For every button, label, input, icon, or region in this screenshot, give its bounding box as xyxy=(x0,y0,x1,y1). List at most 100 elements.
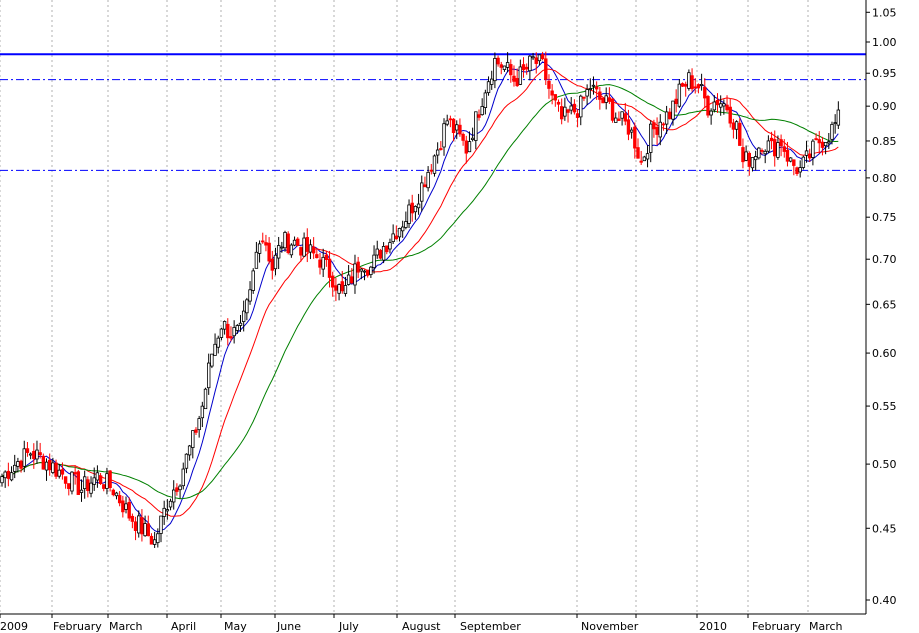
candle-body xyxy=(703,86,707,99)
candle-body xyxy=(286,233,290,254)
candle-body xyxy=(187,445,192,456)
candle-body xyxy=(3,471,7,479)
candle-body xyxy=(426,171,430,189)
candle-body xyxy=(550,90,554,96)
candle-body xyxy=(598,91,602,100)
candle-body xyxy=(289,244,294,256)
candle-body xyxy=(569,105,573,111)
x-tick-label: March xyxy=(109,620,143,633)
candle-body xyxy=(254,251,259,269)
candle-body xyxy=(343,285,348,294)
candle-body xyxy=(521,64,526,71)
ma-long-line xyxy=(1,84,839,500)
candle-body xyxy=(696,84,701,89)
candle-body xyxy=(41,455,46,470)
y-tick-label: 0.85 xyxy=(872,135,897,148)
candle-body xyxy=(13,464,17,472)
candle-body xyxy=(684,83,688,87)
candle-body xyxy=(321,256,325,270)
candle-body xyxy=(60,469,65,475)
candle-body xyxy=(168,500,173,508)
candle-body xyxy=(267,242,271,262)
candle-body xyxy=(655,126,659,135)
candle-body xyxy=(671,100,675,120)
candle-body xyxy=(194,429,198,433)
candle-body xyxy=(264,242,268,246)
candle-body xyxy=(359,268,364,272)
y-tick-label: 0.95 xyxy=(872,67,897,80)
candle-body xyxy=(528,55,532,72)
candle-body xyxy=(311,246,316,254)
candle-body xyxy=(486,81,491,94)
candle-body xyxy=(410,202,414,214)
candle-body xyxy=(54,462,58,477)
candle-body xyxy=(400,226,405,232)
candle-body xyxy=(16,461,20,467)
candle-body xyxy=(369,266,373,275)
candle-body xyxy=(575,113,580,118)
candle-body xyxy=(477,114,481,118)
candle-body xyxy=(760,150,764,152)
candle-body xyxy=(795,167,799,175)
candle-body xyxy=(547,80,551,89)
candle-body xyxy=(693,86,697,89)
candle-body xyxy=(664,111,669,125)
candle-body xyxy=(493,58,497,82)
candle-body xyxy=(661,123,666,126)
candle-body xyxy=(448,118,453,121)
candle-body xyxy=(51,462,55,473)
candle-body xyxy=(776,142,780,158)
candle-body xyxy=(95,472,100,481)
candle-body xyxy=(722,103,726,107)
candle-body xyxy=(505,62,510,68)
candle-body xyxy=(137,515,141,534)
y-tick-label: 0.45 xyxy=(872,522,897,535)
candle-body xyxy=(439,148,443,150)
candle-body xyxy=(48,459,52,471)
candle-body xyxy=(833,122,837,124)
y-tick-label: 0.50 xyxy=(872,458,897,471)
candle-body xyxy=(280,246,284,249)
candle-body xyxy=(305,237,309,252)
candle-body xyxy=(22,448,26,467)
candle-body xyxy=(175,487,179,492)
candle-body xyxy=(668,111,672,120)
candle-body xyxy=(35,449,39,460)
candle-body xyxy=(537,54,542,62)
candle-body xyxy=(731,122,736,130)
candle-body xyxy=(823,142,828,147)
x-tick-label: February xyxy=(53,620,102,633)
candle-body xyxy=(86,479,90,491)
candle-body xyxy=(181,468,185,487)
candle-body xyxy=(499,64,503,68)
candle-body xyxy=(388,242,392,250)
candle-body xyxy=(44,461,49,471)
candle-body xyxy=(394,235,399,240)
candle-body xyxy=(725,104,729,111)
candle-body xyxy=(146,523,150,537)
candle-body xyxy=(172,489,176,503)
candle-body xyxy=(197,418,201,431)
y-tick-label: 0.65 xyxy=(872,298,897,311)
candle-body xyxy=(32,450,36,460)
candle-body xyxy=(413,205,418,213)
x-axis-ticks: 2009 February March April May June July August S… xyxy=(0,614,843,633)
x-tick-label: 2010 xyxy=(699,620,727,633)
candle-body xyxy=(340,281,344,292)
candle-body xyxy=(302,237,306,257)
candle-body xyxy=(544,58,548,80)
candle-body xyxy=(572,103,577,113)
candle-body xyxy=(458,124,462,135)
candle-body xyxy=(149,535,154,545)
candle-body xyxy=(582,96,586,99)
candle-body xyxy=(133,521,138,531)
candle-body xyxy=(639,160,643,163)
candle-body xyxy=(143,523,147,537)
candle-body xyxy=(607,97,612,102)
candle-body xyxy=(563,106,567,117)
candle-body xyxy=(801,156,806,168)
candle-body xyxy=(73,472,77,475)
candle-body xyxy=(531,56,535,59)
candle-body xyxy=(378,249,383,259)
